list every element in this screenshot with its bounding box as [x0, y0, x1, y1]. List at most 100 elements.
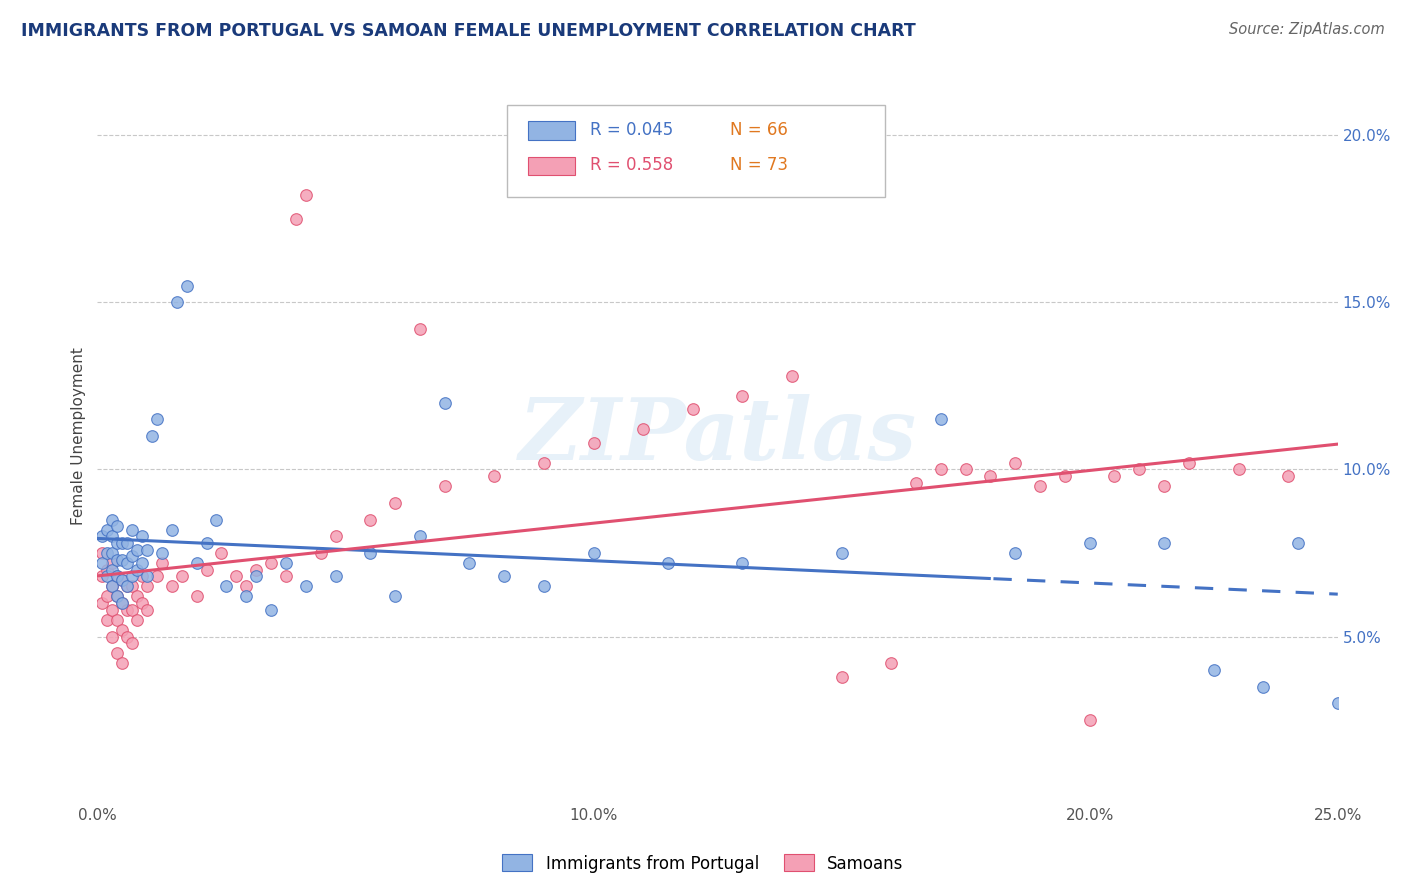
Point	[91, 556, 114, 570]
Bar	[527, 157, 575, 175]
Point	[1153, 536, 1175, 550]
Point	[209, 546, 232, 560]
Point	[121, 636, 143, 650]
Point	[111, 536, 134, 550]
Point	[111, 657, 134, 671]
Point	[91, 529, 114, 543]
Point	[96, 546, 118, 560]
Point	[101, 546, 124, 560]
Point	[1227, 462, 1250, 476]
Text: Source: ZipAtlas.com: Source: ZipAtlas.com	[1229, 22, 1385, 37]
Point	[131, 569, 153, 583]
Point	[101, 563, 124, 577]
Point	[101, 579, 124, 593]
Point	[105, 590, 128, 604]
Point	[905, 475, 928, 490]
Point	[831, 546, 853, 560]
Point	[176, 278, 198, 293]
Point	[136, 569, 159, 583]
Point	[831, 670, 853, 684]
Point	[195, 563, 218, 577]
Point	[780, 368, 803, 383]
Text: IMMIGRANTS FROM PORTUGAL VS SAMOAN FEMALE UNEMPLOYMENT CORRELATION CHART: IMMIGRANTS FROM PORTUGAL VS SAMOAN FEMAL…	[21, 22, 915, 40]
Point	[533, 456, 555, 470]
Point	[101, 603, 124, 617]
Point	[384, 496, 406, 510]
Point	[115, 603, 138, 617]
Point	[150, 546, 173, 560]
Point	[111, 573, 134, 587]
Point	[359, 546, 381, 560]
Point	[131, 556, 153, 570]
Point	[260, 556, 283, 570]
Point	[96, 613, 118, 627]
Point	[1202, 663, 1225, 677]
Point	[105, 536, 128, 550]
Point	[125, 542, 148, 557]
Point	[274, 569, 297, 583]
Point	[1104, 469, 1126, 483]
Point	[359, 513, 381, 527]
Point	[195, 536, 218, 550]
Point	[979, 469, 1001, 483]
Point	[533, 579, 555, 593]
Point	[105, 646, 128, 660]
Point	[657, 556, 679, 570]
Point	[325, 569, 347, 583]
Point	[115, 630, 138, 644]
Point	[160, 523, 183, 537]
Point	[136, 542, 159, 557]
Point	[91, 596, 114, 610]
Point	[121, 579, 143, 593]
Point	[101, 529, 124, 543]
Text: N = 73: N = 73	[730, 156, 787, 174]
Point	[105, 613, 128, 627]
Y-axis label: Female Unemployment: Female Unemployment	[72, 347, 86, 525]
Point	[245, 569, 267, 583]
Point	[105, 519, 128, 533]
Point	[136, 579, 159, 593]
Point	[409, 322, 432, 336]
Point	[166, 295, 188, 310]
Point	[205, 513, 228, 527]
Point	[409, 529, 432, 543]
Point	[274, 556, 297, 570]
Point	[484, 469, 506, 483]
Point	[125, 563, 148, 577]
Point	[125, 590, 148, 604]
Point	[1253, 680, 1275, 694]
Point	[1078, 536, 1101, 550]
Point	[111, 596, 134, 610]
Point	[309, 546, 332, 560]
Point	[101, 630, 124, 644]
Point	[1326, 697, 1348, 711]
Point	[91, 546, 114, 560]
Text: R = 0.045: R = 0.045	[589, 120, 673, 138]
Point	[160, 579, 183, 593]
Point	[433, 479, 456, 493]
Point	[111, 552, 134, 566]
Point	[1128, 462, 1150, 476]
Point	[131, 596, 153, 610]
Point	[1053, 469, 1076, 483]
Point	[1153, 479, 1175, 493]
Point	[1029, 479, 1052, 493]
Point	[235, 590, 257, 604]
Point	[170, 569, 193, 583]
Point	[146, 569, 169, 583]
Point	[96, 590, 118, 604]
Point	[101, 579, 124, 593]
Point	[1178, 456, 1201, 470]
Point	[494, 569, 516, 583]
Point	[929, 412, 952, 426]
Point	[96, 523, 118, 537]
Point	[245, 563, 267, 577]
Point	[115, 536, 138, 550]
Point	[121, 549, 143, 564]
Bar	[527, 121, 575, 140]
Point	[111, 573, 134, 587]
Point	[384, 590, 406, 604]
FancyBboxPatch shape	[506, 105, 884, 197]
Point	[96, 563, 118, 577]
Point	[1277, 469, 1299, 483]
